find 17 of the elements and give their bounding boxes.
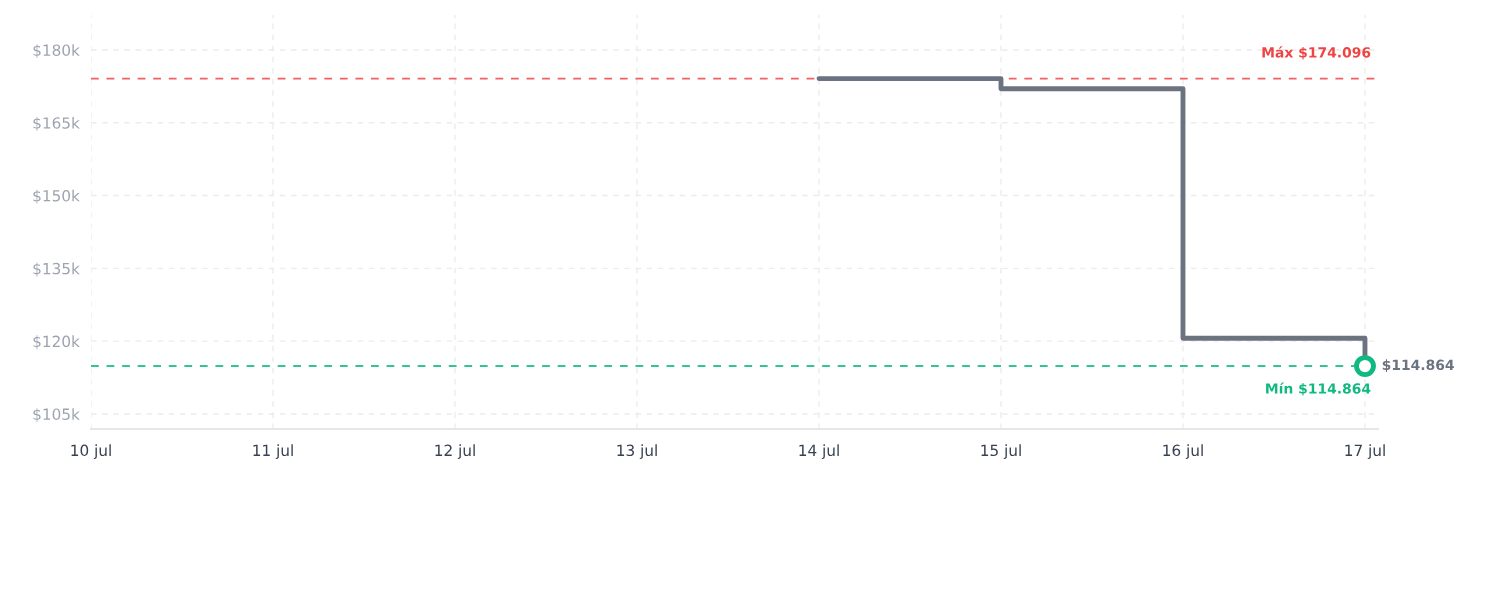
ref-line-label: Máx $174.096 xyxy=(1262,46,1371,60)
x-tick-label: 10 jul xyxy=(71,444,111,460)
x-tick-label: 15 jul xyxy=(981,444,1021,460)
ref-line-label: Mín $114.864 xyxy=(1266,382,1371,396)
y-tick-label: $165k xyxy=(33,116,80,131)
x-tick-label: 16 jul xyxy=(1163,444,1203,460)
data-label: $114.864 xyxy=(1382,359,1454,372)
x-tick-label: 17 jul xyxy=(1345,444,1385,460)
x-tick-label: 11 jul xyxy=(253,444,293,460)
y-tick-label: $180k xyxy=(33,44,80,58)
y-tick-label: $135k xyxy=(33,262,80,277)
y-tick-label: $120k xyxy=(33,335,80,350)
x-tick-label: 13 jul xyxy=(617,444,657,460)
y-tick-label: $105k xyxy=(33,408,80,422)
x-tick-label: 14 jul xyxy=(799,444,839,460)
x-tick-label: 12 jul xyxy=(435,444,475,460)
y-tick-label: $150k xyxy=(33,189,80,204)
